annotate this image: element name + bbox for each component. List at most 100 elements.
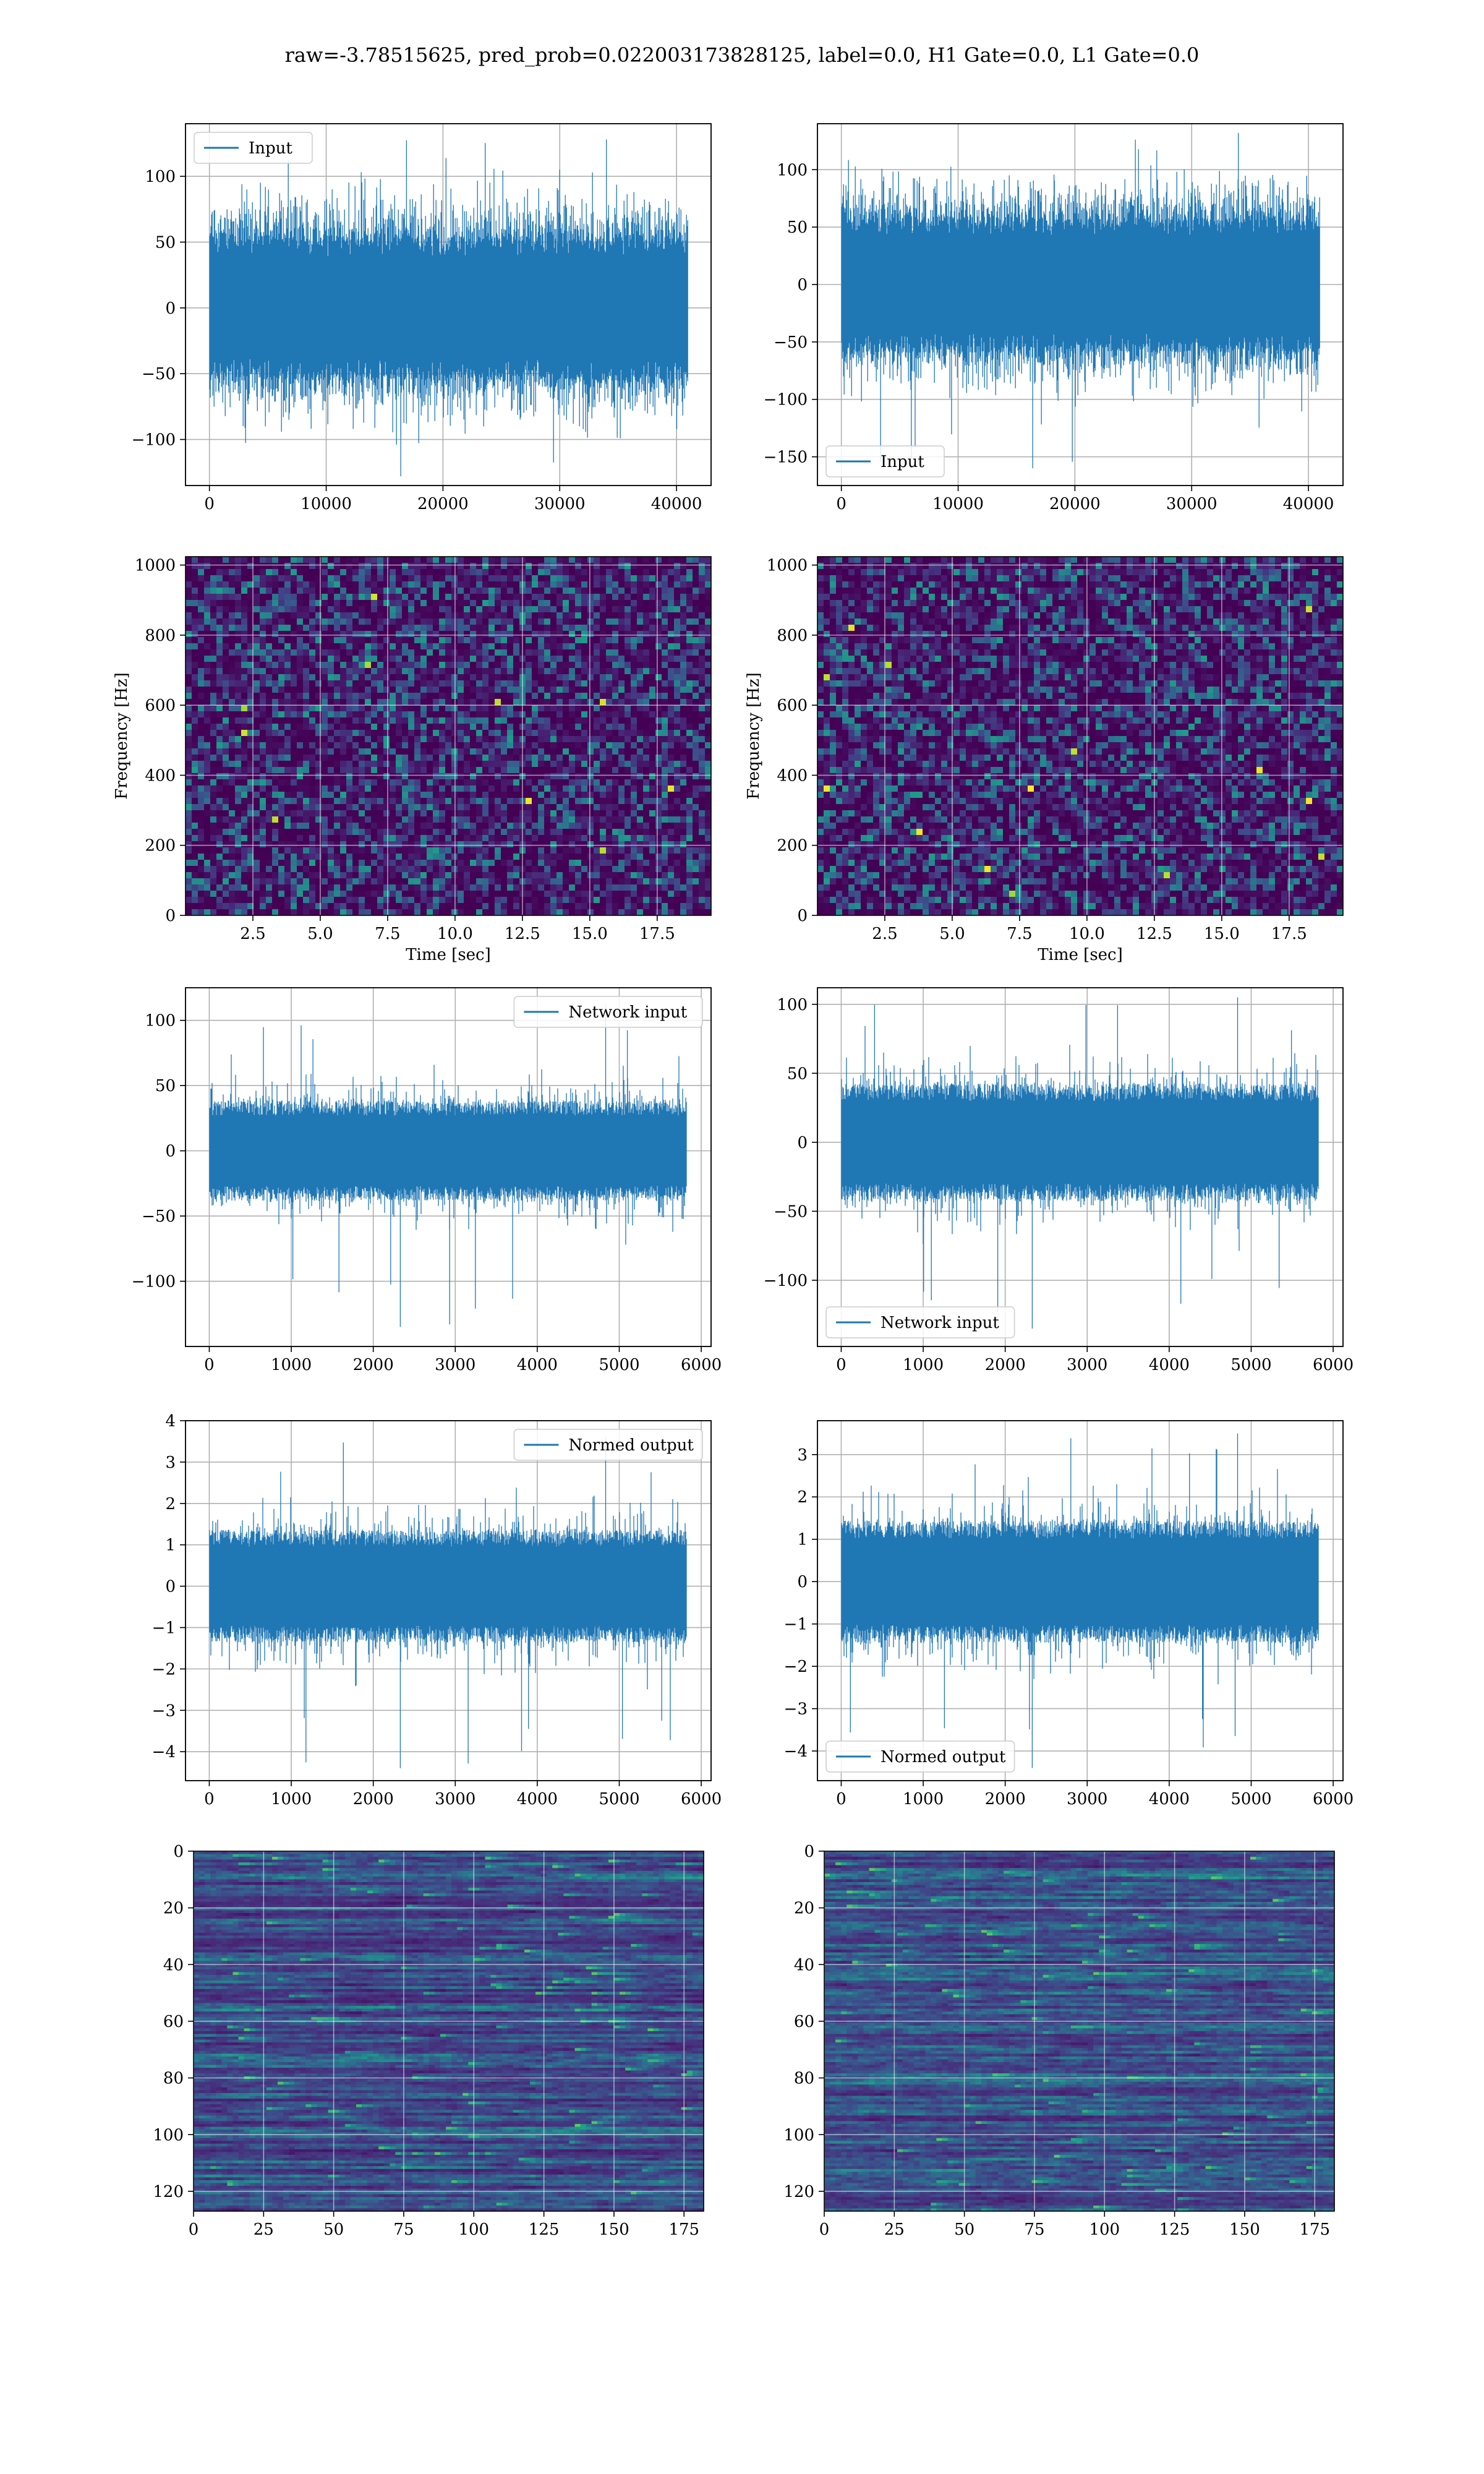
spectrogram-cell: [482, 687, 488, 693]
spectrogram-cell: [192, 699, 198, 705]
spectrogram-cell: [223, 866, 229, 872]
spectrogram-cell: [544, 755, 550, 761]
spectrogram-cell: [674, 854, 680, 860]
spectrogram-cell: [637, 637, 643, 643]
spectrogram-cell: [680, 600, 686, 606]
spectrogram-cell: [587, 600, 594, 606]
spectrogram-cell: [377, 717, 383, 724]
spectrogram-cell: [260, 742, 266, 748]
spectrogram-cell: [625, 618, 631, 625]
spectrogram-cell: [254, 835, 260, 841]
spectrogram-cell: [569, 742, 575, 748]
spectrogram-cell: [359, 854, 365, 860]
spectrogram-cell: [303, 569, 309, 575]
spectrogram-cell: [371, 835, 377, 841]
spectrogram-cell: [322, 575, 328, 581]
spectrogram-cell: [655, 860, 662, 866]
spectrogram-cell: [390, 680, 396, 687]
spectrogram-cell: [643, 569, 649, 575]
spectrogram-cell: [309, 625, 315, 631]
spectrogram-cell: [433, 761, 439, 767]
spectrogram-cell: [204, 761, 210, 767]
spectrogram-cell: [216, 755, 223, 761]
spectrogram-cell: [260, 748, 266, 755]
spectrogram-cell: [581, 773, 587, 779]
spectrogram-cell: [686, 711, 693, 717]
spectrogram-cell: [377, 816, 383, 823]
spectrogram-cell: [686, 872, 693, 878]
spectrogram-cell: [470, 860, 476, 866]
spectrogram-cell: [662, 804, 668, 810]
spectrogram-cell: [278, 847, 284, 854]
spectrogram-cell: [662, 612, 668, 618]
spectrogram-cell: [260, 705, 266, 711]
spectrogram-cell: [686, 656, 693, 662]
spectrogram-cell: [507, 816, 513, 823]
spectrogram-cell: [297, 847, 303, 854]
spectrogram-cell: [705, 575, 711, 581]
spectrogram-cell: [482, 755, 488, 761]
spectrogram-cell: [556, 594, 563, 600]
spectrogram-cell: [334, 668, 340, 674]
spectrogram-cell: [693, 755, 699, 761]
y-tick-label: 50: [155, 233, 176, 252]
spectrogram-cell: [278, 649, 284, 656]
spectrogram-cell: [383, 606, 390, 612]
spectrogram-cell: [451, 637, 458, 643]
spectrogram-cell: [260, 847, 266, 854]
spectrogram-cell: [674, 761, 680, 767]
spectrogram-cell: [693, 841, 699, 847]
spectrogram-cell: [513, 767, 519, 773]
spectrogram-cell: [600, 717, 606, 724]
spectrogram-cell: [625, 724, 631, 730]
spectrogram-cell: [587, 662, 594, 668]
spectrogram-cell: [402, 823, 408, 829]
spectrogram-cell: [705, 835, 711, 841]
spectrogram-cell: [556, 854, 563, 860]
spectrogram-cell: [674, 792, 680, 798]
spectrogram-cell: [594, 823, 600, 829]
spectrogram-cell: [631, 575, 637, 581]
spectrogram-cell: [643, 649, 649, 656]
spectrogram-cell: [241, 872, 247, 878]
spectrogram-cell: [383, 594, 390, 600]
spectrogram-cell: [488, 581, 495, 588]
spectrogram-cell: [556, 872, 563, 878]
spectrogram-cell: [693, 717, 699, 724]
spectrogram-cell: [625, 668, 631, 674]
spectrogram-cell: [575, 785, 581, 792]
spectrogram-cell: [631, 823, 637, 829]
spectrogram-cell: [662, 748, 668, 755]
spectrogram-cell: [340, 779, 346, 785]
spectrogram-cell: [396, 631, 402, 637]
spectrogram-cell: [198, 748, 204, 755]
spectrogram-cell: [606, 829, 612, 835]
spectrogram-cell: [377, 637, 383, 643]
spectrogram-cell: [204, 594, 210, 600]
spectrogram-cell: [495, 773, 501, 779]
spectrogram-cell: [662, 785, 668, 792]
spectrogram-cell: [532, 779, 538, 785]
spectrogram-cell: [427, 711, 433, 717]
spectrogram-cell: [606, 736, 612, 742]
spectrogram-cell: [693, 625, 699, 631]
spectrogram-cell: [291, 600, 297, 606]
spectrogram-cell: [618, 761, 625, 767]
spectrogram-cell: [513, 810, 519, 816]
spectrogram-cell: [359, 643, 365, 649]
spectrogram-cell: [668, 563, 674, 569]
spectrogram-cell: [693, 680, 699, 687]
spectrogram-cell: [563, 854, 569, 860]
spectrogram-cell: [241, 680, 247, 687]
spectrogram-cell: [210, 680, 216, 687]
spectrogram-cell: [501, 835, 507, 841]
spectrogram-cell: [649, 600, 655, 606]
spectrogram-cell: [297, 736, 303, 742]
spectrogram-cell: [662, 575, 668, 581]
spectrogram-cell: [284, 711, 291, 717]
spectrogram-cell: [235, 755, 241, 761]
spectrogram-cell: [383, 767, 390, 773]
spectrogram-cell: [235, 792, 241, 798]
spectrogram-cell: [198, 693, 204, 699]
spectrogram-cell: [278, 829, 284, 835]
